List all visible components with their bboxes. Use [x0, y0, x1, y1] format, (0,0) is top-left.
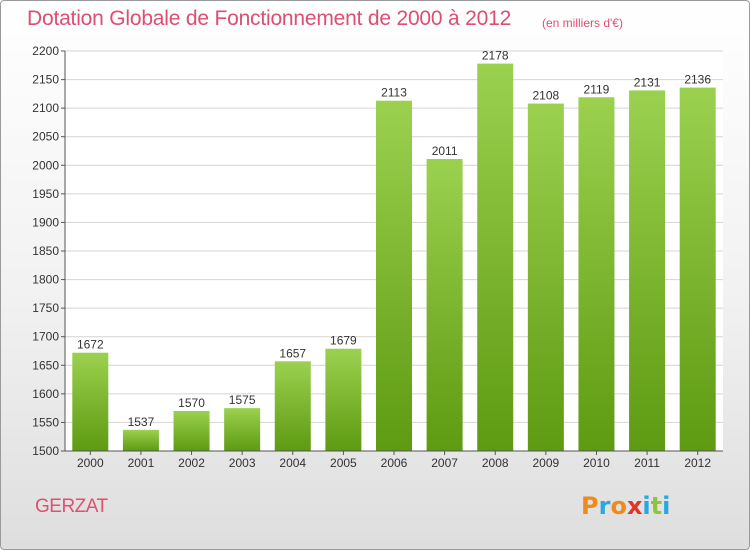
x-tick-label: 2007 [431, 456, 458, 470]
data-label: 1657 [279, 346, 306, 360]
logo-letter: i [642, 492, 651, 520]
bar [376, 100, 412, 451]
bar [527, 103, 564, 452]
x-tick-label: 2003 [229, 456, 256, 470]
data-label: 1575 [229, 393, 256, 407]
x-tick-label: 2005 [330, 456, 357, 470]
y-tick-label: 2050 [32, 130, 59, 144]
bar [173, 411, 210, 451]
bar [224, 408, 261, 451]
unit-note: (en milliers d'€) [542, 16, 623, 30]
bar [578, 97, 615, 452]
y-tick-label: 2100 [32, 101, 59, 115]
logo-letter: o [610, 492, 627, 520]
bar [477, 63, 514, 451]
data-label: 1570 [178, 396, 205, 410]
data-label: 2119 [584, 82, 610, 96]
logo-letter: t [650, 492, 663, 520]
data-label: 2108 [532, 89, 559, 103]
bar [72, 352, 109, 451]
commune-name: GERZAT [35, 496, 108, 517]
x-tick-label: 2008 [482, 456, 509, 470]
x-tick-label: 2012 [684, 456, 711, 470]
x-tick-label: 2010 [583, 456, 610, 470]
y-tick-label: 1850 [32, 244, 59, 258]
data-label: 2011 [432, 144, 458, 158]
logo-letter: i [662, 492, 671, 520]
data-label: 1672 [77, 338, 104, 352]
data-label: 2178 [482, 49, 509, 63]
x-tick-label: 2000 [77, 456, 104, 470]
bar [274, 361, 311, 451]
x-tick-label: 2001 [128, 456, 155, 470]
y-tick-label: 1900 [32, 215, 59, 229]
y-tick-label: 2000 [32, 158, 59, 172]
data-label: 2136 [684, 73, 711, 87]
x-tick-label: 2006 [381, 456, 408, 470]
logo-letter: P [581, 492, 599, 520]
bar [325, 348, 362, 451]
y-tick-label: 1800 [32, 273, 59, 287]
y-tick-label: 1950 [32, 187, 59, 201]
bar [122, 429, 159, 451]
x-tick-label: 2009 [532, 456, 559, 470]
x-tick-label: 2004 [279, 456, 306, 470]
y-tick-label: 1550 [32, 415, 59, 429]
x-tick-label: 2011 [634, 456, 660, 470]
y-tick-label: 2150 [32, 73, 59, 87]
data-label: 2131 [634, 75, 661, 89]
logo-letter: r [598, 492, 611, 520]
y-tick-label: 1650 [32, 358, 59, 372]
logo-letter: x [626, 492, 643, 520]
data-label: 1537 [128, 415, 155, 429]
y-tick-label: 1750 [32, 301, 59, 315]
x-tick-label: 2002 [178, 456, 205, 470]
y-tick-label: 1500 [32, 444, 59, 458]
y-tick-label: 1600 [32, 387, 59, 401]
bar [679, 87, 716, 452]
bar [426, 159, 463, 451]
data-label: 2113 [381, 86, 407, 100]
bar [629, 90, 666, 451]
y-tick-label: 2200 [32, 44, 59, 58]
y-tick-label: 1700 [32, 330, 59, 344]
proxiti-logo: Proxiti [581, 492, 670, 520]
data-label: 1679 [330, 334, 357, 348]
chart-title: Dotation Globale de Fonctionnement de 20… [27, 7, 512, 30]
